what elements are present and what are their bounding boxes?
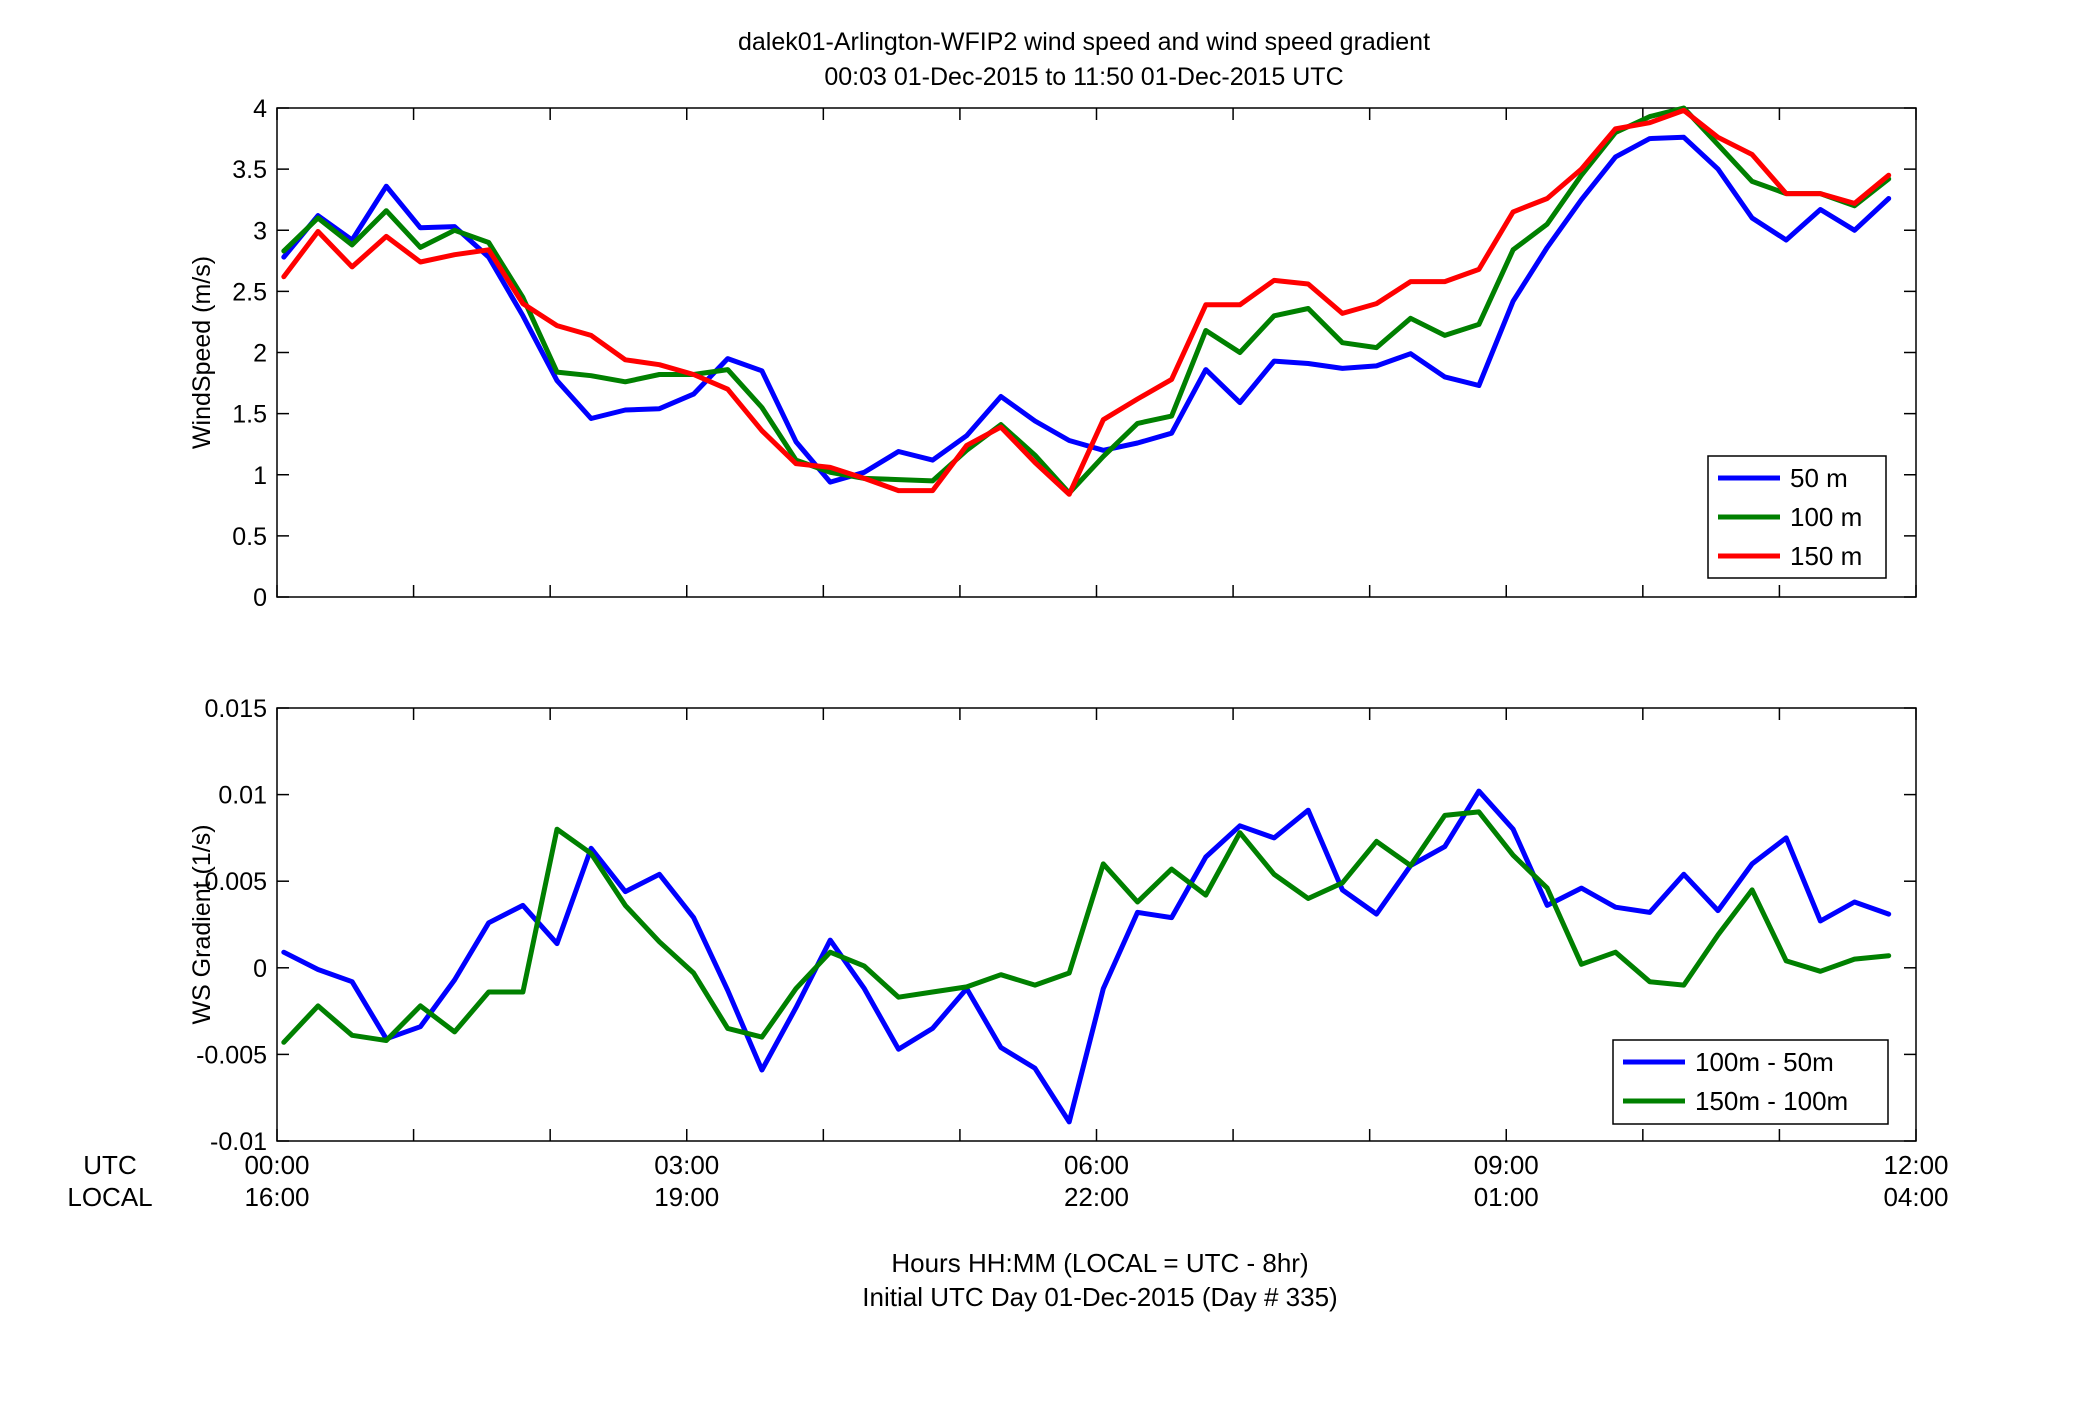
- x-tick-label-utc: 12:00: [1883, 1150, 1948, 1180]
- x-row-label-utc: UTC: [83, 1150, 136, 1180]
- legend-label-150-m: 150 m: [1790, 541, 1862, 571]
- legend-label-100-m: 100 m: [1790, 502, 1862, 532]
- x-tick-label-local: 19:00: [654, 1182, 719, 1212]
- x-tick-label-local: 22:00: [1064, 1182, 1129, 1212]
- y-tick-label: 2: [253, 340, 267, 368]
- y-tick-label: -0.005: [196, 1041, 267, 1069]
- legend-label-100m-50m: 100m - 50m: [1695, 1047, 1834, 1077]
- series-line-100-m: [281, 105, 1892, 496]
- y-tick-label: 0.01: [218, 782, 267, 810]
- legend-box: [1612, 1039, 1889, 1125]
- gradient-panel: -0.01 -0.005 0 0.005 0.01 0.015 WS Gradient (1…: [188, 695, 1917, 1156]
- x-tick-label-local: 16:00: [244, 1182, 309, 1212]
- series-line-100m-50m: [281, 788, 1892, 1125]
- y-tick-label: 0.015: [204, 695, 267, 723]
- y-axis-label-0: WindSpeed (m/s): [188, 256, 216, 449]
- y-tick-label: 3.5: [232, 156, 267, 184]
- y-tick-label: 2.5: [232, 278, 267, 306]
- legend-label-150m-100m: 150m - 100m: [1695, 1086, 1848, 1116]
- x-footer-line1: Hours HH:MM (LOCAL = UTC - 8hr): [891, 1248, 1308, 1278]
- legend-1: 100m - 50m 150m - 100m: [1612, 1039, 1889, 1125]
- x-tick-label-utc: 09:00: [1474, 1150, 1539, 1180]
- x-tick-label-utc: 06:00: [1064, 1150, 1129, 1180]
- series-line-150m-100m: [281, 809, 1892, 1045]
- y-axis-label-1: WS Gradient (1/s): [188, 824, 216, 1024]
- x-tick-label-utc: 03:00: [654, 1150, 719, 1180]
- x-row-label-local: LOCAL: [67, 1182, 152, 1212]
- y-tick-label: 4: [253, 95, 267, 123]
- y-tick-label: 0: [253, 584, 267, 612]
- y-tick-label: -0.01: [210, 1128, 267, 1156]
- series-line-150-m: [281, 107, 1892, 497]
- x-tick-label-utc: 00:00: [244, 1150, 309, 1180]
- plot-area-0: [276, 107, 1917, 598]
- y-tick-label: 0: [253, 955, 267, 983]
- windspeed-panel: 0 0.5 1 1.5 2 2.5 3 3.5 4 WindSpeed (m/s) 50 m 100 …: [188, 95, 1917, 612]
- y-tick-label: 1.5: [232, 401, 267, 429]
- x-footer-line2: Initial UTC Day 01-Dec-2015 (Day # 335): [862, 1282, 1337, 1312]
- y-tick-label: 0.5: [232, 523, 267, 551]
- legend-label-50-m: 50 m: [1790, 463, 1848, 493]
- chart-title-line2: 00:03 01-Dec-2015 to 11:50 01-Dec-2015 U…: [824, 63, 1343, 91]
- y-tick-label: 0.005: [204, 868, 267, 896]
- x-tick-label-local: 04:00: [1883, 1182, 1948, 1212]
- x-tick-label-local: 01:00: [1474, 1182, 1539, 1212]
- chart-title-line1: dalek01-Arlington-WFIP2 wind speed and w…: [738, 28, 1430, 56]
- y-tick-label: 1: [253, 462, 267, 490]
- y-tick-label: 3: [253, 217, 267, 245]
- series-line-50-m: [281, 134, 1892, 485]
- legend-0: 50 m 100 m 150 m: [1707, 455, 1887, 579]
